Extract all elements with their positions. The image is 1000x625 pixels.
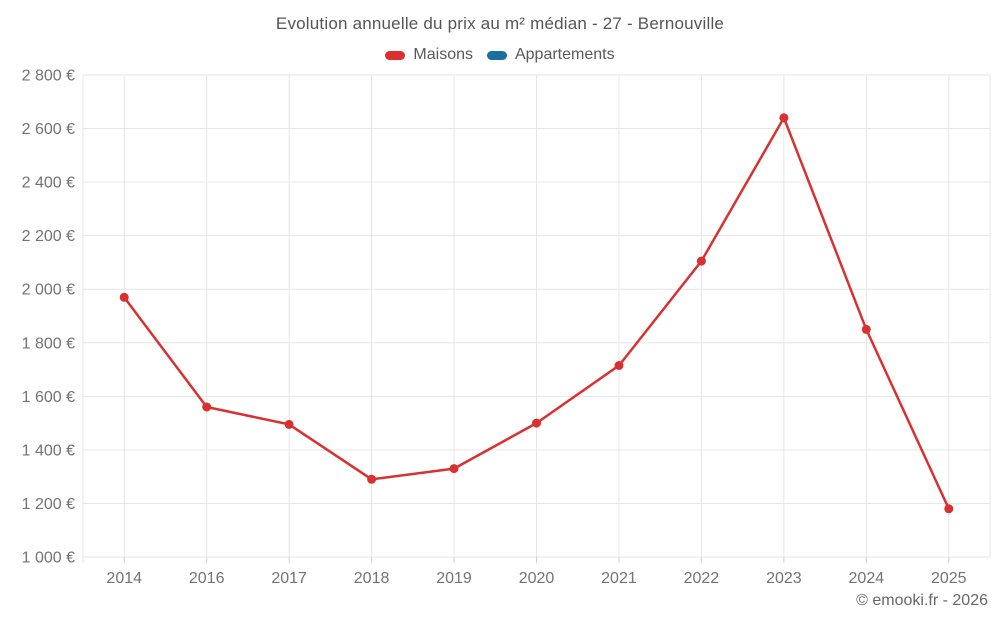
maisons-series-swatch-icon (385, 50, 406, 60)
legend-label-maisons: Maisons (413, 46, 473, 63)
legend-label-appartements: Appartements (514, 46, 615, 63)
svg-text:2 600 €: 2 600 € (22, 121, 75, 138)
svg-text:2018: 2018 (354, 570, 390, 587)
chart-title: Evolution annuelle du prix au m² médian … (275, 14, 725, 33)
svg-text:2023: 2023 (766, 570, 802, 587)
chart-legend: Maisons Appartements (0, 44, 1000, 66)
appartements-series-swatch-icon (486, 50, 507, 60)
svg-text:1 800 €: 1 800 € (22, 335, 75, 352)
svg-text:2025: 2025 (931, 570, 967, 587)
svg-text:1 400 €: 1 400 € (22, 442, 75, 459)
svg-text:2017: 2017 (271, 570, 307, 587)
svg-text:2 000 €: 2 000 € (22, 282, 75, 299)
svg-text:1 000 €: 1 000 € (22, 550, 75, 567)
legend-item-maisons[interactable]: Maisons (385, 46, 473, 64)
svg-text:2 800 €: 2 800 € (22, 68, 75, 85)
svg-text:2020: 2020 (519, 570, 555, 587)
svg-text:2 400 €: 2 400 € (22, 175, 75, 192)
svg-text:2014: 2014 (106, 570, 142, 587)
svg-text:1 600 €: 1 600 € (22, 389, 75, 406)
svg-text:2024: 2024 (849, 570, 885, 587)
legend-item-appartements[interactable]: Appartements (486, 46, 615, 64)
svg-text:2 200 €: 2 200 € (22, 228, 75, 245)
svg-text:2022: 2022 (684, 570, 720, 587)
svg-text:2019: 2019 (436, 570, 472, 587)
svg-text:1 200 €: 1 200 € (22, 496, 75, 513)
svg-text:2021: 2021 (601, 570, 637, 587)
copyright-note: © emooki.fr - 2026 (856, 592, 988, 609)
svg-text:2016: 2016 (189, 570, 225, 587)
